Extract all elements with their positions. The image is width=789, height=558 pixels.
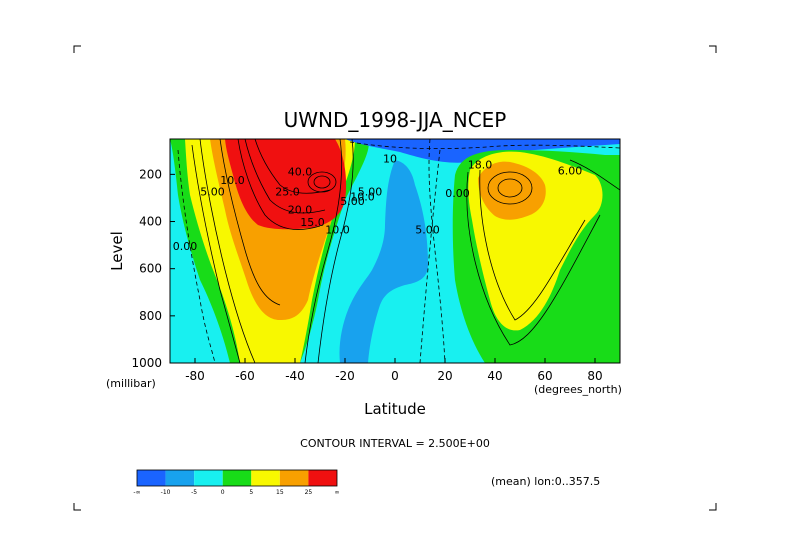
contour-label: 10 [383,153,397,166]
y-tick-label: 1000 [131,356,162,370]
x-tick-label: 40 [487,369,502,383]
contour-label: 40.0 [288,166,313,179]
contour-label: 10.0 [220,174,245,187]
contour-label: 18.0 [468,158,493,171]
contour-lines [177,139,620,363]
contour-label: 0.00 [173,240,198,253]
x-tick-label: -80 [185,369,205,383]
colorbar-tick-label: -5 [191,489,197,496]
contour-label: 0.00 [445,187,470,200]
y-unit: (millibar) [106,377,156,390]
contour-label: 10.0 [350,190,375,203]
y-tick-label: 400 [139,215,162,229]
colorbar-swatch [279,470,309,486]
colorbar-swatch [165,470,195,486]
contour-label: 5.00 [415,223,440,236]
contour-labels: 40.025.020.015.010.010.05.000.005.0010.0… [173,153,583,253]
x-tick-label: -40 [285,369,305,383]
x-tick-label: 20 [437,369,452,383]
y-tick-label: 800 [139,309,162,323]
corner-marks [73,45,717,511]
band-red-south [225,139,347,230]
colorbar-tick-label: -∞ [133,489,140,496]
colorbar-tick-label: -10 [161,489,171,496]
x-axis-label: Latitude [364,400,426,418]
colorbar-swatch [137,470,166,486]
contour-label: 5.00 [340,195,365,208]
x-tick-label: -20 [335,369,355,383]
contour-label: 10.0 [325,223,350,236]
x-axis: -80 -60 -40 -20 0 20 40 60 80 [185,358,603,383]
band-blue-tropics [339,160,428,363]
colorbar-tick-label: 25 [305,489,313,496]
contour-label: 15.0 [300,216,325,229]
contour-label: 25.0 [275,186,300,199]
band-blue-top [345,139,620,163]
colorbar-frame [136,469,338,487]
chart-title: UWND_1998-JJA_NCEP [284,108,507,132]
colorbar-swatch [222,470,252,486]
colorbar: -∞ -10 -5 0 5 15 25 ∞ [133,469,340,496]
y-tick-label: 600 [139,262,162,276]
contour-interval: CONTOUR INTERVAL = 2.500E+00 [300,437,490,450]
contour-label: 6.00 [558,164,583,177]
colorbar-swatch [308,470,337,486]
contour-label: 5.00 [358,186,383,199]
x-tick-label: 60 [537,369,552,383]
x-tick-label: 0 [391,369,399,383]
colorbar-tick-label: ∞ [335,489,340,496]
colorbar-tick-label: 0 [221,489,225,496]
x-unit: (degrees_north) [534,383,622,396]
y-tick-label: 200 [139,167,162,181]
x-tick-label: -60 [235,369,255,383]
colorbar-swatch [251,470,280,486]
x-tick-label: 80 [587,369,602,383]
contour-label: 5.00 [200,186,225,199]
colorbar-tick-label: 15 [276,489,284,496]
contour-label: 20.0 [288,203,313,216]
footnote: (mean) lon:0..357.5 [491,475,600,488]
y-axis: 200 400 600 800 1000 [131,167,175,370]
y-axis-label: Level [108,231,126,271]
colorbar-tick-label: 5 [249,489,253,496]
colorbar-swatch [194,470,223,486]
plot-area: 40.025.020.015.010.010.05.000.005.0010.0… [170,139,620,363]
